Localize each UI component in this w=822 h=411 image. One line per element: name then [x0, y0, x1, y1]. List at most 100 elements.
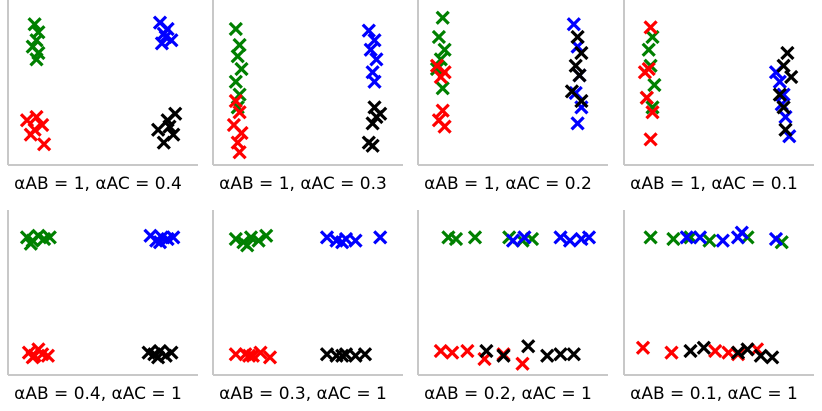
- scatter-point: [369, 52, 384, 67]
- scatter-point: [639, 90, 654, 105]
- scatter-point: [27, 122, 42, 137]
- scatter-point: [448, 231, 464, 247]
- scatter-point: [245, 348, 261, 363]
- scatter-point: [730, 345, 746, 360]
- scatter-point: [23, 236, 38, 251]
- scatter-point: [553, 347, 568, 362]
- scatter-point: [643, 230, 658, 245]
- scatter-point: [35, 117, 50, 133]
- scatter-point: [517, 230, 532, 245]
- scatter-point: [570, 29, 585, 45]
- scatter-point: [566, 17, 581, 32]
- scatter-point: [666, 231, 681, 247]
- scatter-point: [228, 74, 243, 89]
- scatter-point: [734, 225, 749, 240]
- scatter-point: [566, 347, 581, 362]
- scatter-point: [230, 49, 245, 64]
- scatter-point: [753, 348, 768, 363]
- scatter-point: [784, 69, 799, 85]
- scatter-point: [696, 340, 711, 355]
- scatter-point: [361, 23, 376, 38]
- scatter-point: [460, 343, 475, 359]
- scatter-point: [166, 230, 181, 245]
- x-axis-label: αAB = 0.2, αAC = 1: [424, 384, 592, 404]
- scatter-point: [643, 20, 658, 35]
- scatter-point: [645, 100, 660, 115]
- scatter-point: [647, 77, 662, 93]
- scatter-point: [765, 350, 780, 365]
- x-axis-label: αAB = 0.4, αAC = 1: [14, 384, 182, 404]
- scatter-point: [150, 350, 166, 365]
- scatter-point: [496, 348, 511, 363]
- scatter-point: [435, 81, 450, 96]
- scatter-point: [715, 233, 730, 248]
- scatter-point: [162, 119, 177, 134]
- scatter-point: [152, 235, 168, 250]
- scatter-point: [572, 68, 587, 83]
- x-axis-label: αAB = 0.3, αAC = 1: [219, 384, 387, 404]
- scatter-point: [708, 343, 723, 359]
- scatter-point: [740, 342, 755, 357]
- scatter-point: [36, 137, 52, 152]
- scatter-point: [445, 345, 460, 360]
- scatter-point: [367, 74, 382, 89]
- scatter-point: [574, 45, 589, 61]
- scatter-point: [643, 132, 658, 147]
- scatter-point: [437, 119, 452, 134]
- scatter-point: [234, 61, 249, 77]
- scatter-point: [348, 233, 363, 248]
- scatter-point: [42, 230, 57, 245]
- scatter-point: [683, 343, 698, 359]
- scatter-point: [232, 105, 247, 120]
- scatter-point: [164, 345, 179, 360]
- scatter-point: [435, 10, 450, 25]
- scatter-point: [772, 87, 787, 102]
- x-axis-label: αAB = 1, αAC = 0.3: [219, 174, 387, 194]
- scatter-point: [433, 343, 448, 359]
- scatter-point: [568, 58, 583, 73]
- scatter-point: [29, 109, 44, 125]
- scatter-point: [156, 135, 171, 150]
- scatter-point: [240, 238, 255, 253]
- scatter-point: [467, 230, 483, 245]
- scatter-point: [778, 122, 793, 137]
- x-axis-label: αAB = 0.1, αAC = 1: [630, 384, 798, 404]
- scatter-point: [232, 37, 247, 53]
- scatter-point: [365, 138, 380, 153]
- scatter-point: [335, 235, 350, 250]
- scatter-point: [437, 42, 452, 57]
- scatter-point: [243, 230, 259, 245]
- scatter-point: [435, 103, 450, 118]
- scatter-point: [570, 116, 585, 131]
- scatter-point: [228, 21, 243, 37]
- scatter-point: [29, 52, 44, 67]
- scatter-point: [27, 17, 42, 32]
- scatter-point: [262, 350, 278, 365]
- scatter-point: [158, 29, 173, 45]
- x-axis-label: αAB = 1, αAC = 0.4: [14, 174, 182, 194]
- scatter-point: [259, 228, 274, 243]
- scatter-point: [521, 339, 536, 354]
- scatter-point: [553, 230, 568, 245]
- scatter-point: [776, 58, 791, 73]
- scatter-point: [692, 230, 708, 245]
- scatter-point: [373, 230, 388, 245]
- scatter-point: [319, 230, 335, 245]
- scatter-point: [479, 343, 494, 359]
- x-axis-label: αAB = 1, αAC = 0.2: [424, 174, 592, 194]
- scatter-point: [641, 42, 656, 57]
- x-axis-label: αAB = 1, αAC = 0.1: [630, 174, 798, 194]
- scatter-point: [367, 33, 382, 48]
- scatter-point: [664, 345, 679, 360]
- scatter-point: [581, 230, 597, 245]
- scatter-point: [540, 348, 555, 363]
- scatter-point: [702, 233, 717, 248]
- scatter-point: [228, 231, 243, 247]
- scatter-point: [429, 61, 445, 77]
- scatter-point: [168, 106, 183, 121]
- scatter-point: [363, 42, 378, 57]
- scatter-point: [641, 61, 656, 77]
- scatter-point: [776, 100, 791, 115]
- scatter-point: [505, 233, 521, 248]
